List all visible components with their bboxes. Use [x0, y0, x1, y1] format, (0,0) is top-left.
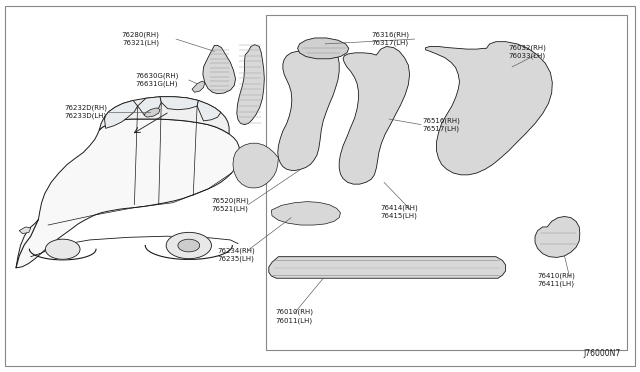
Bar [266, 15, 627, 350]
Polygon shape [144, 108, 160, 117]
Polygon shape [19, 227, 31, 234]
Polygon shape [271, 202, 340, 225]
Text: 76520(RH)
76521(LH): 76520(RH) 76521(LH) [211, 197, 249, 212]
Polygon shape [535, 217, 580, 257]
Circle shape [166, 232, 211, 259]
Polygon shape [298, 38, 349, 59]
Polygon shape [339, 46, 410, 184]
Text: 76410(RH)
76411(LH): 76410(RH) 76411(LH) [538, 272, 575, 287]
Polygon shape [138, 97, 161, 115]
Text: 76234(RH)
76235(LH): 76234(RH) 76235(LH) [218, 247, 255, 262]
Polygon shape [16, 119, 240, 268]
Polygon shape [203, 45, 236, 94]
Text: 76516(RH)
76517(LH): 76516(RH) 76517(LH) [422, 117, 460, 132]
Text: 76280(RH)
76321(LH): 76280(RH) 76321(LH) [122, 32, 160, 46]
Polygon shape [233, 143, 278, 188]
Text: 76032(RH)
76033(LH): 76032(RH) 76033(LH) [509, 45, 547, 60]
Polygon shape [426, 42, 552, 175]
Polygon shape [160, 97, 198, 110]
Text: J76000N7: J76000N7 [584, 349, 621, 358]
Text: 76232D(RH)
76233D(LH): 76232D(RH) 76233D(LH) [64, 104, 107, 119]
Polygon shape [104, 100, 138, 128]
Polygon shape [237, 45, 264, 125]
Circle shape [178, 239, 200, 252]
Circle shape [45, 239, 80, 259]
Polygon shape [99, 97, 229, 134]
Text: 76414(RH)
76415(LH): 76414(RH) 76415(LH) [381, 205, 419, 219]
Text: 76010(RH)
76011(LH): 76010(RH) 76011(LH) [275, 309, 314, 324]
Polygon shape [269, 257, 506, 278]
Text: 76316(RH)
76317(LH): 76316(RH) 76317(LH) [371, 32, 409, 46]
Text: 76630G(RH)
76631G(LH): 76630G(RH) 76631G(LH) [135, 73, 179, 87]
Polygon shape [192, 81, 205, 92]
Polygon shape [197, 100, 221, 121]
Polygon shape [278, 46, 339, 170]
